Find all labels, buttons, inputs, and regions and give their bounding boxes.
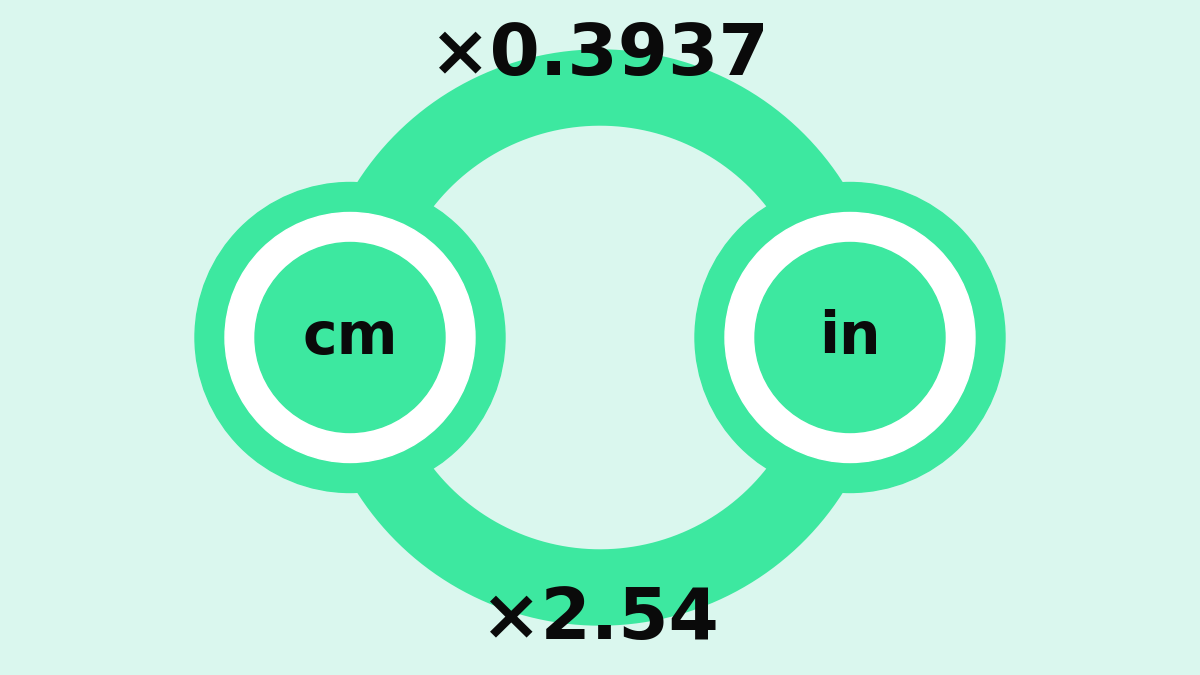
Polygon shape (379, 457, 433, 516)
Circle shape (725, 213, 974, 462)
Circle shape (256, 242, 445, 433)
Text: cm: cm (302, 309, 397, 366)
Text: ×0.3937: ×0.3937 (430, 20, 770, 90)
Circle shape (755, 242, 946, 433)
Circle shape (226, 213, 475, 462)
Circle shape (695, 182, 1006, 493)
Text: ×2.54: ×2.54 (480, 585, 720, 655)
Circle shape (194, 182, 505, 493)
Text: in: in (820, 309, 881, 366)
Polygon shape (767, 159, 821, 218)
